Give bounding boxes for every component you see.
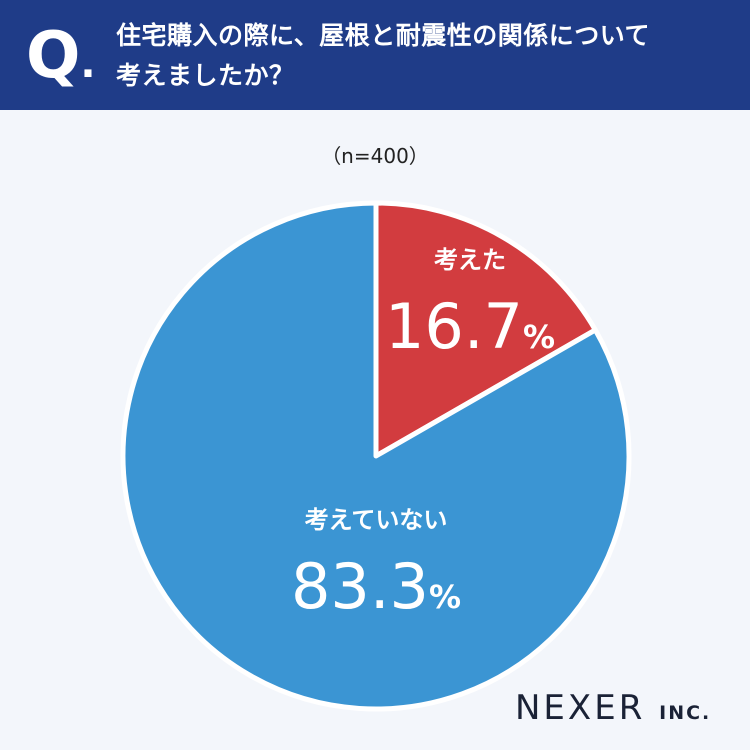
slice-label-1: 考えていない: [305, 506, 448, 534]
sample-size: （n=400）: [321, 144, 429, 168]
question-line-1: 住宅購入の際に、屋根と耐震性の関係について: [116, 21, 651, 50]
nexer-logo: NEXER INC.: [515, 688, 712, 728]
pie-slice-1: [120, 200, 632, 712]
pie-slice-0: [373, 200, 598, 459]
question-text: 住宅購入の際に、屋根と耐震性の関係について 考えましたか？: [116, 16, 736, 96]
header-bar: Q. 住宅購入の際に、屋根と耐震性の関係について 考えましたか？: [0, 0, 750, 110]
q-mark: Q.: [26, 19, 96, 93]
slice-value-0: 16.7%: [385, 290, 555, 363]
slice-label-0: 考えた: [434, 246, 506, 274]
question-line-2: 考えましたか？: [116, 61, 295, 90]
slice-value-1: 83.3%: [291, 550, 461, 623]
